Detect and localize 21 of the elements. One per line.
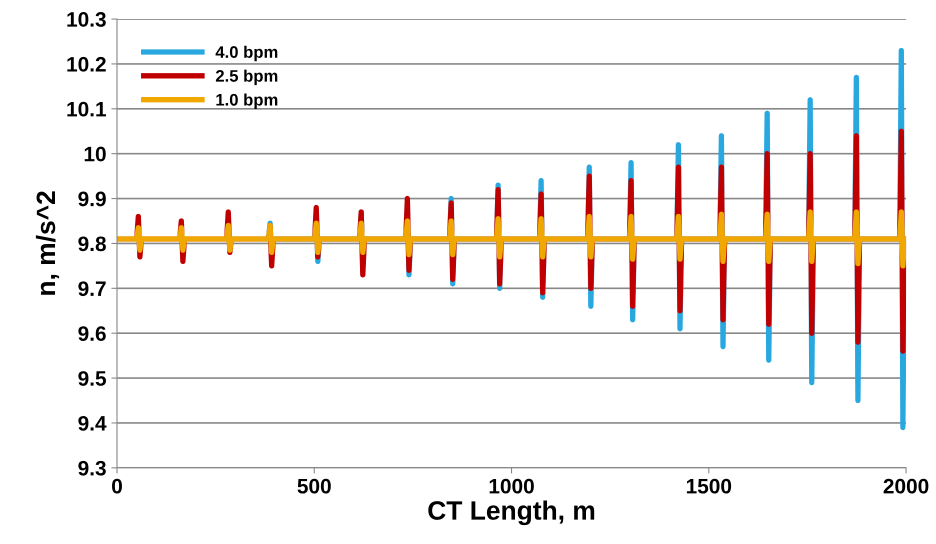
x-tick-label: 2000 xyxy=(884,478,928,494)
y-tick-label: 9.7 xyxy=(78,281,106,296)
y-tick-label: 9.5 xyxy=(78,371,106,386)
legend-label: 2.5 bpm xyxy=(216,70,278,86)
x-tick-label: 1500 xyxy=(686,478,732,494)
y-tick-label: 10.3 xyxy=(67,12,106,27)
legend-label: 1.0 bpm xyxy=(216,93,278,109)
x-tick-label: 500 xyxy=(298,478,331,494)
x-tick-label: 1000 xyxy=(490,478,534,494)
legend-label: 4.0 bpm xyxy=(216,46,278,62)
x-tick-label: 0 xyxy=(112,478,122,494)
y-tick-label: 10.1 xyxy=(67,102,106,117)
y-tick-label: 9.6 xyxy=(78,326,106,341)
x-axis-title: CT Length, m xyxy=(428,500,594,526)
y-tick-label: 9.4 xyxy=(78,416,106,431)
y-tick-label: 9.8 xyxy=(78,236,106,252)
y-tick-label: 10.2 xyxy=(67,56,106,72)
y-tick-label: 9.9 xyxy=(78,192,106,206)
y-tick-label: 10 xyxy=(84,146,106,162)
y-tick-label: 9.3 xyxy=(78,460,106,476)
y-axis-title: n, m/s^2 xyxy=(36,191,60,295)
